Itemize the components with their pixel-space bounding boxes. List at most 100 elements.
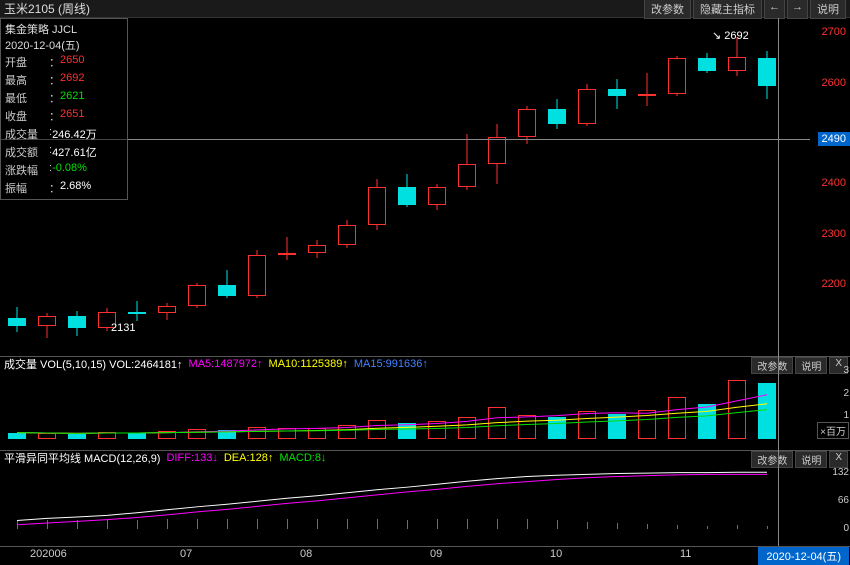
xaxis-label: 10	[550, 548, 562, 560]
info-label: 成交额	[5, 144, 49, 160]
vol-ma10: MA10:1125389↑	[269, 358, 348, 370]
macd-yaxis: 132660	[810, 465, 850, 529]
info-sep: ：	[49, 72, 60, 88]
volume-panel: 成交量 VOL(5,10,15) VOL:2464181↑ MA5:148797…	[0, 356, 850, 450]
candle	[398, 18, 416, 356]
info-row: 成交量:246.42万	[5, 125, 123, 143]
help-button[interactable]: 说明	[810, 0, 846, 19]
yaxis-label: 2200	[822, 278, 846, 290]
topbar-buttons: 改参数 隐藏主指标 ← → 说明	[644, 0, 846, 19]
info-label: 成交量	[5, 126, 49, 142]
candle	[758, 18, 776, 356]
info-value: 2651	[60, 108, 123, 124]
vol-title: 成交量 VOL(5,10,15) VOL:2464181↑	[4, 356, 183, 372]
candle	[128, 18, 146, 356]
info-value: 246.42万	[52, 126, 123, 142]
info-value: -0.08%	[52, 162, 123, 178]
info-value: 2.68%	[60, 180, 123, 196]
candle	[578, 18, 596, 356]
info-header: 集金策略 JJCL	[5, 21, 123, 37]
info-value: 2692	[60, 72, 123, 88]
macd-header: 平滑异同平均线 MACD(12,26,9) DIFF:133↓ DEA:128↑…	[0, 451, 850, 465]
candle	[158, 18, 176, 356]
high-mark: ↘ 2692	[712, 29, 749, 42]
vol-ylabel: 1	[843, 410, 849, 421]
candle	[338, 18, 356, 356]
candle	[308, 18, 326, 356]
vol-ma15: MA15:991636↑	[354, 358, 428, 370]
macd-ylabel: 132	[832, 467, 849, 478]
crosshair-vertical	[778, 18, 779, 546]
info-sep: ：	[49, 90, 60, 106]
macd-dea: DEA:128↑	[224, 452, 274, 464]
candle	[698, 18, 716, 356]
candle	[368, 18, 386, 356]
candle	[248, 18, 266, 356]
info-row: 开盘：2650	[5, 53, 123, 71]
info-value: 2621	[60, 90, 123, 106]
info-row: 最低：2621	[5, 89, 123, 107]
topbar: 玉米2105 (周线) 改参数 隐藏主指标 ← → 说明	[0, 0, 850, 18]
candle	[728, 18, 746, 356]
macd-diff: DIFF:133↓	[166, 452, 217, 464]
info-row: 成交额:427.61亿	[5, 143, 123, 161]
time-xaxis: 2020-12-04(五) 2020060708091011	[0, 546, 850, 564]
info-label: 最高	[5, 72, 49, 88]
candle	[428, 18, 446, 356]
candle	[518, 18, 536, 356]
info-sep: ：	[49, 180, 60, 196]
candle	[668, 18, 686, 356]
candle	[608, 18, 626, 356]
yaxis-label: 2600	[822, 77, 846, 89]
macd-value: MACD:8↓	[279, 452, 326, 464]
info-row: 涨跌幅:-0.08%	[5, 161, 123, 179]
yaxis-label: 2490	[818, 132, 850, 146]
vol-unit: ×百万	[817, 422, 849, 439]
info-value: 2650	[60, 54, 123, 70]
info-panel: 集金策略 JJCL 2020-12-04(五) 开盘：2650最高：2692最低…	[0, 18, 128, 200]
macd-ylabel: 0	[843, 523, 849, 534]
next-button[interactable]: →	[787, 0, 808, 19]
info-sep: ：	[49, 54, 60, 70]
candle	[638, 18, 656, 356]
candle	[488, 18, 506, 356]
xaxis-label: 07	[180, 548, 192, 560]
vol-ylabel: 2	[843, 388, 849, 399]
volume-chart	[0, 371, 810, 439]
info-label: 开盘	[5, 54, 49, 70]
vol-ylabel: 3	[843, 365, 849, 376]
xaxis-label: 11	[680, 548, 691, 560]
xaxis-label: 08	[300, 548, 312, 560]
chart-title: 玉米2105 (周线)	[4, 0, 90, 17]
yaxis-label: 2700	[822, 26, 846, 38]
info-label: 收盘	[5, 108, 49, 124]
info-label: 振幅	[5, 180, 49, 196]
info-sep: ：	[49, 108, 60, 124]
xaxis-label: 09	[430, 548, 442, 560]
candle	[458, 18, 476, 356]
info-row: 振幅：2.68%	[5, 179, 123, 197]
candle	[278, 18, 296, 356]
yaxis-label: 2400	[822, 177, 846, 189]
xaxis-label: 202006	[30, 548, 67, 560]
macd-panel: 平滑异同平均线 MACD(12,26,9) DIFF:133↓ DEA:128↑…	[0, 450, 850, 546]
price-yaxis: 2700 2600 2490 2400 2300 2200	[810, 18, 850, 356]
params-button[interactable]: 改参数	[644, 0, 691, 19]
info-row: 最高：2692	[5, 71, 123, 89]
volume-yaxis: 321×百万	[810, 371, 850, 439]
macd-chart	[0, 465, 810, 529]
yaxis-label: 2300	[822, 228, 846, 240]
hide-indicator-button[interactable]: 隐藏主指标	[693, 0, 762, 19]
macd-title: 平滑异同平均线 MACD(12,26,9)	[4, 450, 160, 466]
candle	[218, 18, 236, 356]
info-value: 427.61亿	[52, 144, 123, 160]
info-label: 涨跌幅	[5, 162, 49, 178]
info-date: 2020-12-04(五)	[5, 37, 123, 53]
candle	[188, 18, 206, 356]
info-row: 收盘：2651	[5, 107, 123, 125]
macd-ylabel: 66	[838, 495, 849, 506]
low-mark: 2131	[111, 322, 135, 334]
info-label: 最低	[5, 90, 49, 106]
volume-header: 成交量 VOL(5,10,15) VOL:2464181↑ MA5:148797…	[0, 357, 850, 371]
prev-button[interactable]: ←	[764, 0, 785, 19]
